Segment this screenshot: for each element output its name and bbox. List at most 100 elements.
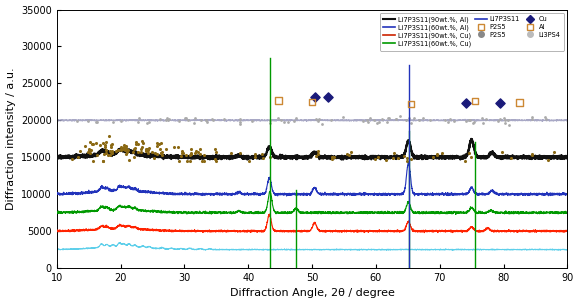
Point	[203, 119, 212, 124]
Point	[153, 144, 162, 149]
Point	[192, 149, 201, 154]
Point	[395, 113, 405, 118]
Point	[142, 147, 152, 152]
Point	[244, 158, 254, 163]
Point	[314, 149, 323, 154]
Point	[131, 140, 141, 144]
Point	[433, 153, 442, 157]
Point	[105, 153, 114, 157]
Point	[527, 152, 537, 157]
Point	[342, 152, 351, 157]
Point	[504, 123, 514, 128]
Point	[211, 158, 221, 163]
Point	[541, 115, 550, 119]
Point	[250, 151, 259, 156]
Point	[236, 122, 245, 126]
Point	[133, 119, 142, 124]
Point	[185, 158, 195, 163]
Point	[507, 155, 516, 160]
Point	[141, 147, 151, 152]
Point	[481, 117, 490, 122]
Point	[154, 141, 163, 146]
Point	[258, 155, 267, 160]
Point	[307, 99, 317, 104]
Point	[373, 154, 383, 159]
Point	[133, 142, 142, 147]
Point	[265, 155, 274, 160]
Point	[449, 119, 459, 123]
Point	[201, 118, 211, 123]
Point	[291, 116, 300, 121]
Point	[134, 149, 143, 154]
Point	[158, 150, 167, 154]
Point	[85, 139, 94, 144]
Point	[289, 119, 298, 123]
Point	[107, 141, 116, 146]
Point	[149, 156, 159, 161]
Point	[142, 149, 151, 154]
Point	[311, 95, 320, 100]
Point	[113, 148, 123, 153]
Point	[201, 118, 211, 123]
Point	[389, 155, 398, 160]
Point	[107, 150, 116, 155]
Point	[383, 120, 392, 125]
Point	[542, 117, 551, 122]
Point	[89, 142, 98, 147]
Point	[274, 98, 283, 103]
Point	[236, 116, 245, 121]
Point	[89, 158, 98, 163]
Point	[174, 118, 184, 123]
Point	[209, 118, 218, 123]
Point	[84, 147, 93, 152]
Point	[346, 150, 355, 154]
Point	[176, 154, 185, 159]
Point	[190, 150, 200, 155]
Point	[186, 150, 196, 155]
Point	[101, 143, 110, 148]
Point	[84, 150, 93, 155]
Point	[315, 117, 324, 122]
Point	[258, 152, 267, 157]
Point	[152, 152, 162, 157]
Point	[375, 119, 384, 124]
Point	[182, 158, 192, 163]
Point	[197, 158, 207, 163]
Point	[111, 148, 120, 153]
Point	[121, 145, 130, 150]
Point	[365, 116, 375, 121]
Point	[91, 119, 101, 124]
Point	[107, 144, 116, 149]
Point	[128, 149, 137, 154]
Point	[193, 150, 202, 155]
Point	[250, 155, 259, 160]
Point	[406, 102, 416, 106]
Point	[247, 119, 256, 124]
Point	[186, 152, 196, 157]
Point	[501, 120, 510, 125]
Point	[118, 147, 127, 151]
Point	[99, 141, 108, 146]
Point	[363, 119, 372, 124]
Point	[130, 145, 140, 150]
Point	[85, 150, 94, 154]
Point	[495, 116, 504, 121]
Point	[384, 116, 393, 121]
Point	[189, 120, 199, 125]
Point	[163, 116, 172, 120]
Point	[136, 149, 145, 154]
Point	[153, 141, 162, 146]
Point	[265, 118, 274, 123]
Point	[400, 154, 409, 158]
Point	[164, 117, 173, 122]
Point	[122, 144, 131, 149]
Y-axis label: Diffraction intensity / a.u.: Diffraction intensity / a.u.	[6, 67, 16, 210]
Point	[116, 145, 126, 150]
Point	[500, 117, 510, 122]
Point	[178, 149, 187, 154]
Point	[414, 118, 423, 123]
Point	[122, 150, 131, 155]
Point	[235, 119, 244, 124]
Point	[478, 116, 487, 120]
Point	[164, 117, 174, 122]
